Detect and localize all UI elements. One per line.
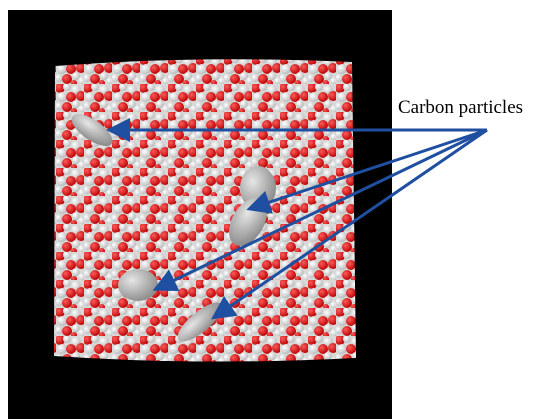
carbon-particle xyxy=(118,269,158,301)
annotation-label: Carbon particles xyxy=(398,97,523,118)
figure: Carbon particles xyxy=(0,0,542,419)
